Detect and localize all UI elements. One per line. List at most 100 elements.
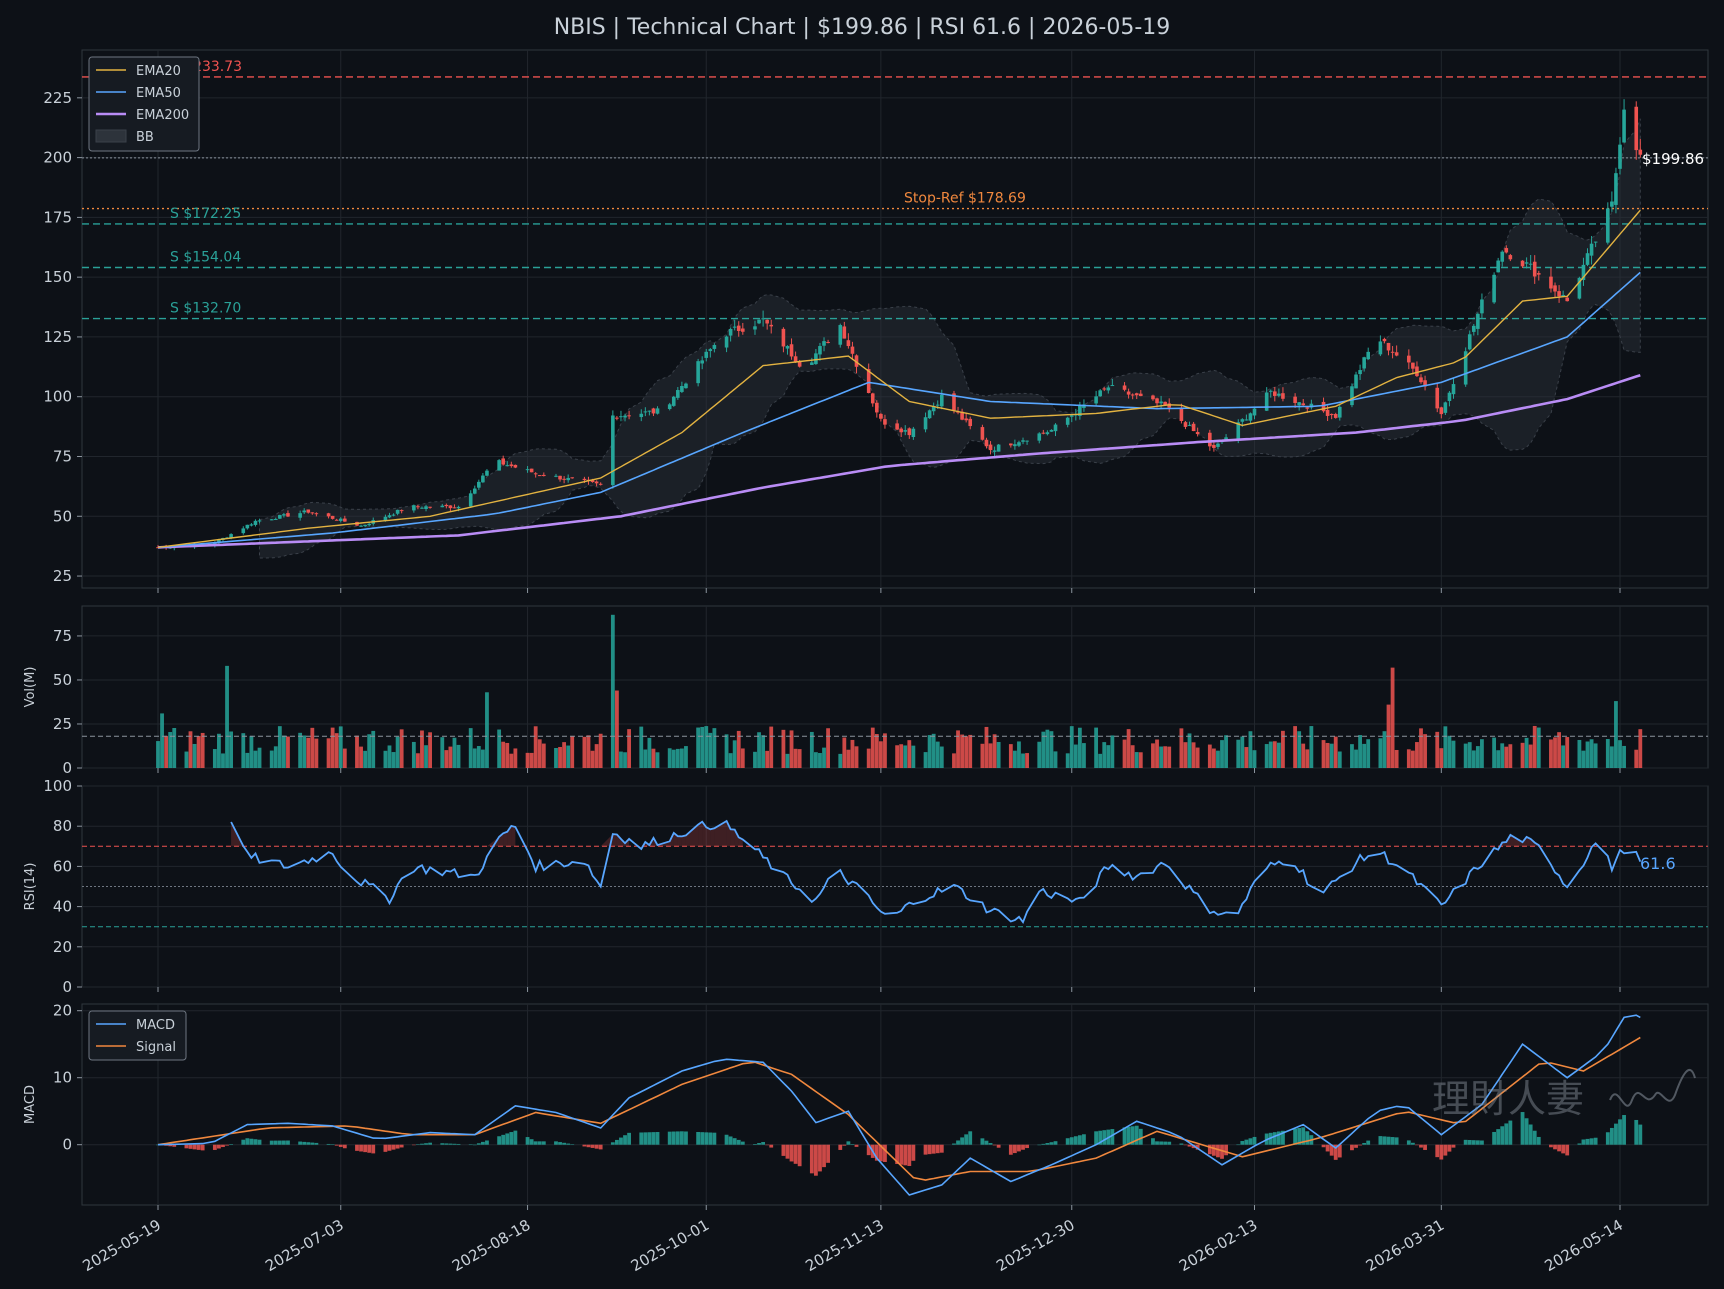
candle-body bbox=[1411, 362, 1415, 369]
macd-histogram-bar bbox=[212, 1144, 217, 1150]
price-ytick-label: 200 bbox=[43, 149, 72, 167]
candle-body bbox=[1159, 401, 1163, 404]
macd-histogram-bar bbox=[1252, 1136, 1257, 1145]
candle-body bbox=[988, 444, 993, 451]
candle-body bbox=[598, 483, 603, 485]
macd-histogram-bar bbox=[310, 1142, 315, 1145]
volume-bar bbox=[1301, 743, 1306, 768]
volume-bar bbox=[1561, 745, 1566, 768]
macd-histogram-bar bbox=[1337, 1144, 1342, 1158]
volume-bar bbox=[598, 733, 603, 768]
volume-bar bbox=[1557, 732, 1561, 768]
volume-bar bbox=[444, 750, 449, 768]
candle-body bbox=[1191, 423, 1196, 432]
candle-body bbox=[769, 324, 774, 327]
candle-body bbox=[1492, 274, 1496, 303]
rsi-ytick-label: 80 bbox=[53, 817, 72, 835]
candle-body bbox=[793, 356, 798, 363]
candle-body bbox=[785, 346, 790, 349]
candle-body bbox=[1208, 432, 1212, 447]
volume-bar bbox=[1609, 746, 1614, 768]
macd-panel: 0 10 20 MACD MACD Signal bbox=[23, 1002, 1709, 1210]
rsi-overbought-fill bbox=[734, 829, 739, 847]
chart-title: NBIS | Technical Chart | $199.86 | RSI 6… bbox=[554, 15, 1171, 40]
candle-body bbox=[1236, 422, 1241, 440]
candle-body bbox=[424, 506, 428, 510]
volume-bar bbox=[667, 748, 672, 768]
volume-bar bbox=[269, 750, 274, 768]
candle-body bbox=[1337, 406, 1342, 418]
volume-bar bbox=[1321, 740, 1326, 768]
macd-histogram-bar bbox=[927, 1144, 932, 1155]
macd-histogram-bar bbox=[931, 1144, 936, 1154]
macd-histogram-bar bbox=[269, 1140, 274, 1145]
price-ytick-label: 225 bbox=[43, 89, 72, 107]
candle-body bbox=[671, 396, 676, 406]
macd-histogram-bar bbox=[732, 1138, 737, 1145]
macd-histogram-bar bbox=[513, 1130, 518, 1145]
volume-bar bbox=[1134, 752, 1139, 768]
volume-bar bbox=[1553, 737, 1557, 768]
volume-bar bbox=[424, 745, 428, 768]
macd-histogram-bar bbox=[334, 1144, 339, 1146]
x-tick-label: 2026-03-31 bbox=[1363, 1216, 1448, 1275]
volume-bar bbox=[931, 733, 936, 768]
candle-body bbox=[343, 518, 347, 522]
legend-label: EMA50 bbox=[136, 86, 181, 101]
macd-histogram-bar bbox=[671, 1131, 676, 1145]
candle-body bbox=[1017, 442, 1021, 446]
volume-bar bbox=[363, 750, 368, 768]
volume-bar bbox=[1614, 701, 1618, 768]
volume-bar bbox=[1358, 735, 1362, 768]
rsi-ytick-label: 100 bbox=[43, 777, 72, 795]
volume-bar bbox=[1325, 742, 1330, 768]
volume-bar bbox=[554, 748, 558, 768]
macd-histogram-bar bbox=[1549, 1144, 1553, 1148]
macd-histogram-bar bbox=[1082, 1134, 1086, 1145]
candle-body bbox=[399, 510, 404, 512]
macd-histogram-bar bbox=[476, 1143, 481, 1145]
macd-histogram-bar bbox=[704, 1132, 709, 1145]
volume-bar bbox=[1130, 745, 1135, 768]
volume-bar bbox=[903, 745, 908, 768]
macd-histogram-bar bbox=[1122, 1127, 1127, 1145]
volume-bar bbox=[428, 732, 432, 768]
volume-bar bbox=[610, 614, 615, 768]
candle-body bbox=[310, 512, 315, 514]
candle-body bbox=[412, 505, 416, 511]
macd-histogram-bar bbox=[1520, 1112, 1525, 1145]
macd-histogram-bar bbox=[598, 1144, 603, 1150]
candle-body bbox=[643, 411, 648, 413]
macd-histogram-bar bbox=[850, 1144, 855, 1145]
volume-bar bbox=[911, 745, 916, 768]
rsi-overbought-fill bbox=[503, 831, 508, 847]
macd-histogram-bar bbox=[420, 1143, 424, 1145]
stop-level-label: Stop-Ref $178.69 bbox=[904, 191, 1026, 207]
volume-bar bbox=[452, 737, 457, 768]
volume-bar bbox=[1382, 731, 1387, 768]
macd-histogram-bar bbox=[651, 1132, 656, 1145]
volume-bar bbox=[1333, 736, 1338, 768]
macd-histogram-bar bbox=[1524, 1118, 1529, 1145]
macd-histogram-bar bbox=[497, 1136, 502, 1145]
volume-bar bbox=[192, 743, 197, 768]
macd-histogram-bar bbox=[192, 1144, 197, 1150]
candle-body bbox=[875, 402, 879, 413]
volume-bar bbox=[1211, 748, 1216, 768]
candle-body bbox=[253, 520, 258, 525]
volume-bar bbox=[623, 752, 627, 768]
rsi-overbought-fill bbox=[685, 824, 699, 847]
x-tick-label: 2026-05-14 bbox=[1541, 1216, 1626, 1275]
volume-bar bbox=[160, 713, 164, 768]
rsi-overbought-fill bbox=[681, 835, 686, 847]
volume-bar bbox=[883, 733, 887, 768]
volume-bar bbox=[383, 750, 388, 768]
macd-histogram-bar bbox=[899, 1144, 904, 1165]
x-tick-label: 2025-11-13 bbox=[802, 1216, 887, 1275]
candle-body bbox=[712, 345, 717, 349]
macd-histogram-bar bbox=[952, 1143, 956, 1145]
macd-ytick-label: 0 bbox=[62, 1136, 72, 1154]
volume-bar bbox=[753, 751, 757, 768]
volume-bar bbox=[809, 731, 814, 768]
